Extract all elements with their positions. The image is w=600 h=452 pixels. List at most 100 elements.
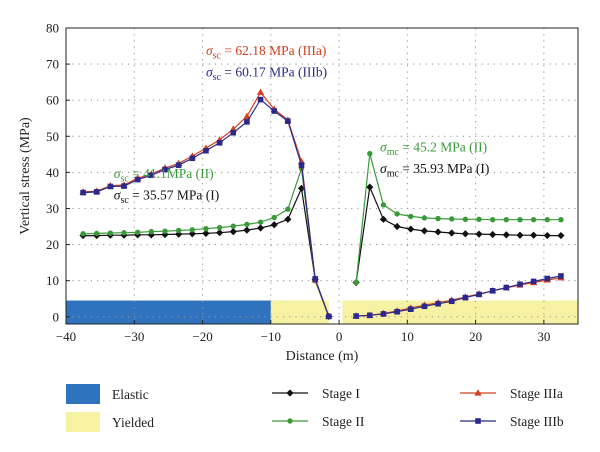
point-stage-i bbox=[188, 230, 196, 238]
point-stage-ii bbox=[489, 216, 496, 223]
x-tick-label: −40 bbox=[56, 329, 76, 344]
point-stage-iiib bbox=[203, 147, 209, 154]
point-stage-ii bbox=[230, 223, 236, 229]
zone-elastic bbox=[66, 300, 271, 324]
legend-swatch-yielded bbox=[66, 412, 100, 432]
point-stage-iiib bbox=[407, 306, 414, 312]
zone-yielded bbox=[270, 300, 329, 324]
legend-swatch-elastic bbox=[66, 384, 100, 404]
annotation-sc-2: σsc = 60.17 MPa (IIIb) bbox=[206, 65, 327, 84]
zones-layer bbox=[66, 300, 578, 324]
point-stage-ii bbox=[216, 224, 223, 231]
y-tick-label: 20 bbox=[46, 237, 59, 252]
point-stage-iiib bbox=[285, 118, 291, 124]
point-stage-iiib bbox=[353, 313, 359, 319]
point-stage-i bbox=[366, 183, 374, 191]
point-stage-ii bbox=[134, 229, 141, 236]
y-tick-label: 10 bbox=[46, 273, 59, 288]
point-stage-ii bbox=[558, 216, 564, 223]
point-stage-ii bbox=[408, 213, 414, 220]
series-stage-ii bbox=[80, 150, 564, 320]
legend-marker-stage-iiia bbox=[474, 389, 482, 396]
point-stage-iiib bbox=[257, 96, 264, 103]
point-stage-ii bbox=[121, 229, 127, 236]
point-stage-iiib bbox=[380, 311, 387, 317]
point-stage-i bbox=[407, 225, 415, 233]
y-tick-label: 50 bbox=[46, 129, 59, 144]
point-stage-iiib bbox=[489, 287, 496, 294]
point-stage-i bbox=[297, 184, 306, 192]
annotation-mc-6: σmc = 35.93 MPa (I) bbox=[380, 161, 489, 180]
point-stage-ii bbox=[421, 215, 428, 221]
point-stage-ii bbox=[203, 226, 209, 232]
point-stage-iiib bbox=[503, 284, 510, 291]
point-stage-iiib bbox=[394, 308, 400, 315]
series-line-stage-iiib bbox=[356, 275, 562, 317]
point-stage-iiib bbox=[271, 108, 278, 114]
point-stage-iiib bbox=[462, 294, 469, 301]
point-stage-i bbox=[202, 229, 210, 237]
legend-label-stage-iiib: Stage IIIb bbox=[510, 414, 564, 429]
plot-frame bbox=[65, 27, 579, 325]
point-stage-i bbox=[543, 231, 551, 240]
annotation-mc-5: σmc = 45.2 MPa (II) bbox=[380, 139, 487, 158]
point-stage-iiib bbox=[80, 189, 86, 196]
point-stage-iiib bbox=[121, 183, 127, 189]
point-stage-iiib bbox=[134, 176, 141, 183]
point-stage-i bbox=[461, 230, 469, 238]
y-tick-label: 40 bbox=[46, 165, 59, 180]
point-stage-i bbox=[557, 231, 565, 240]
point-stage-iiib bbox=[175, 162, 182, 168]
point-stage-iiib bbox=[244, 119, 250, 125]
point-stage-iiib bbox=[517, 281, 523, 288]
y-tick-label: 60 bbox=[46, 93, 59, 108]
annotations-layer: σsc = 62.18 MPa (IIIa) σsc = 60.17 MPa (I… bbox=[114, 43, 490, 206]
point-stage-i bbox=[475, 230, 483, 238]
point-stage-iiib bbox=[93, 189, 100, 195]
point-stage-ii bbox=[367, 150, 373, 157]
x-tick-label: −30 bbox=[124, 329, 144, 344]
point-stage-iiib bbox=[476, 291, 482, 298]
point-stage-iiib bbox=[326, 313, 332, 320]
point-stage-iiib bbox=[230, 129, 237, 136]
point-stage-i bbox=[229, 227, 237, 236]
point-stage-iiib bbox=[107, 183, 114, 190]
point-stage-iiib bbox=[162, 166, 168, 173]
series-line-stage-i bbox=[355, 184, 561, 283]
legend-label-stage-ii: Stage II bbox=[322, 414, 365, 429]
point-stage-ii bbox=[476, 216, 482, 223]
legend-label-elastic: Elastic bbox=[112, 387, 149, 402]
point-stage-iiib bbox=[298, 162, 305, 168]
point-stage-iiib bbox=[216, 139, 223, 146]
legend-label-stage-iiia: Stage IIIa bbox=[510, 386, 563, 401]
point-stage-ii bbox=[544, 216, 550, 223]
point-stage-ii bbox=[462, 216, 469, 223]
legend-label-yielded: Yielded bbox=[112, 415, 154, 430]
zone-yielded bbox=[342, 300, 578, 324]
point-stage-ii bbox=[503, 216, 510, 223]
point-stage-iiib bbox=[148, 172, 155, 179]
point-stage-i bbox=[256, 224, 265, 232]
y-tick-label: 70 bbox=[46, 57, 59, 72]
point-stage-ii bbox=[530, 216, 537, 223]
y-axis-label: Vertical stress (MPa) bbox=[18, 117, 33, 235]
point-stage-iiib bbox=[544, 275, 551, 282]
series-stage-iiib bbox=[80, 96, 564, 320]
x-tick-label: −20 bbox=[192, 329, 212, 344]
point-stage-iiib bbox=[448, 298, 455, 305]
legend-marker-stage-ii bbox=[287, 418, 293, 424]
series-stage-iiia bbox=[79, 88, 565, 320]
point-stage-ii bbox=[107, 230, 114, 236]
point-stage-i bbox=[502, 231, 510, 239]
point-stage-ii bbox=[271, 214, 277, 221]
point-stage-i bbox=[434, 228, 442, 236]
point-stage-i bbox=[379, 215, 388, 223]
point-stage-iiib bbox=[189, 155, 196, 162]
legend: Elastic Yielded Stage I Stage II Stage IIIa S… bbox=[66, 384, 564, 432]
point-stage-iiib bbox=[558, 273, 564, 279]
point-stage-ii bbox=[175, 227, 182, 234]
x-tick-label: −10 bbox=[261, 329, 281, 344]
point-stage-iiib bbox=[421, 303, 428, 310]
annotation-sc-1: σsc = 62.18 MPa (IIIa) bbox=[206, 43, 326, 62]
point-stage-iiib bbox=[312, 276, 318, 282]
